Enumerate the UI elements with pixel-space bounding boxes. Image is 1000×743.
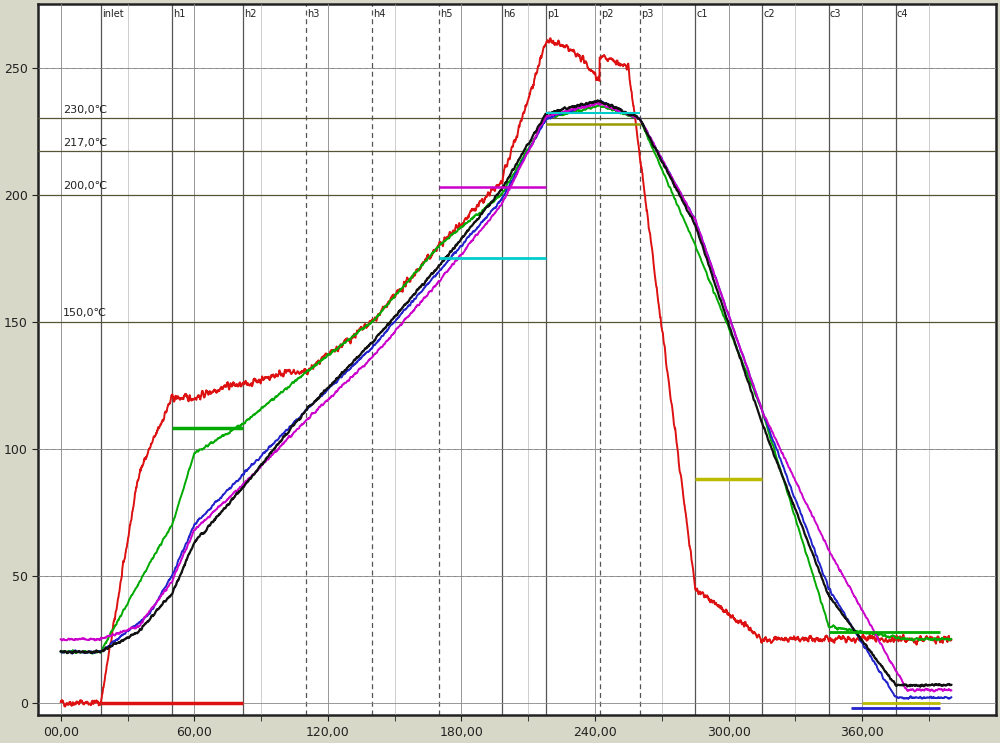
Text: p3: p3 <box>641 9 653 19</box>
Text: h6: h6 <box>503 9 515 19</box>
Text: h4: h4 <box>374 9 386 19</box>
Text: h1: h1 <box>173 9 186 19</box>
Text: 230,0℃: 230,0℃ <box>63 105 107 114</box>
Text: c2: c2 <box>763 9 775 19</box>
Text: c3: c3 <box>830 9 841 19</box>
Text: h5: h5 <box>440 9 453 19</box>
Text: inlet: inlet <box>102 9 124 19</box>
Text: p2: p2 <box>601 9 613 19</box>
Text: 217,0℃: 217,0℃ <box>63 137 107 148</box>
Text: p1: p1 <box>547 9 560 19</box>
Text: c1: c1 <box>696 9 708 19</box>
Text: 150,0℃: 150,0℃ <box>63 308 107 318</box>
Text: 200,0℃: 200,0℃ <box>63 181 107 191</box>
Text: c4: c4 <box>897 9 908 19</box>
Text: h3: h3 <box>307 9 319 19</box>
Text: h2: h2 <box>244 9 257 19</box>
